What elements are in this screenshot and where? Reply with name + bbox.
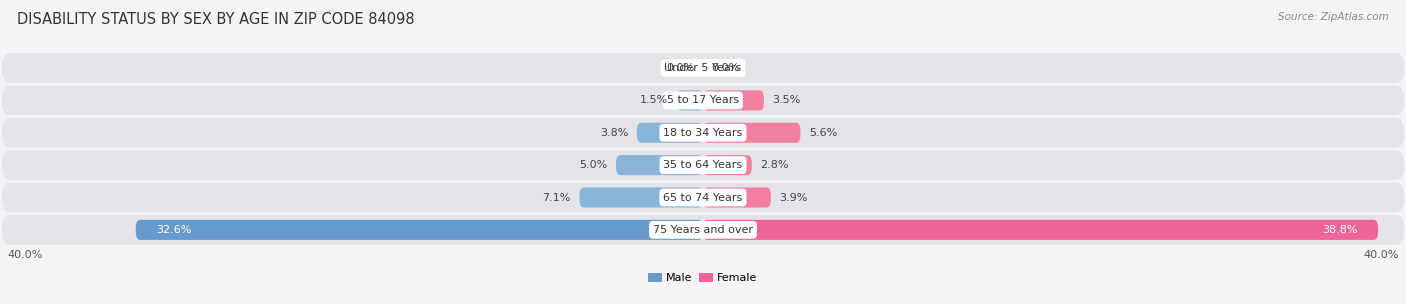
Text: 18 to 34 Years: 18 to 34 Years <box>664 128 742 138</box>
Text: Under 5 Years: Under 5 Years <box>665 63 741 73</box>
FancyBboxPatch shape <box>1 118 1405 148</box>
Text: 0.0%: 0.0% <box>711 63 740 73</box>
FancyBboxPatch shape <box>703 90 763 110</box>
Text: DISABILITY STATUS BY SEX BY AGE IN ZIP CODE 84098: DISABILITY STATUS BY SEX BY AGE IN ZIP C… <box>17 12 415 27</box>
Text: 5.0%: 5.0% <box>579 160 607 170</box>
FancyBboxPatch shape <box>1 215 1405 245</box>
Text: 0.0%: 0.0% <box>666 63 695 73</box>
FancyBboxPatch shape <box>676 90 703 110</box>
Text: 35 to 64 Years: 35 to 64 Years <box>664 160 742 170</box>
FancyBboxPatch shape <box>1 53 1405 83</box>
FancyBboxPatch shape <box>1 150 1405 180</box>
Text: 38.8%: 38.8% <box>1322 225 1357 235</box>
Text: 2.8%: 2.8% <box>761 160 789 170</box>
Text: 1.5%: 1.5% <box>640 95 668 105</box>
FancyBboxPatch shape <box>703 188 770 208</box>
Text: 75 Years and over: 75 Years and over <box>652 225 754 235</box>
FancyBboxPatch shape <box>616 155 703 175</box>
Text: 40.0%: 40.0% <box>7 250 42 260</box>
FancyBboxPatch shape <box>579 188 703 208</box>
FancyBboxPatch shape <box>703 123 800 143</box>
Text: 32.6%: 32.6% <box>156 225 193 235</box>
Text: 65 to 74 Years: 65 to 74 Years <box>664 192 742 202</box>
Legend: Male, Female: Male, Female <box>644 268 762 288</box>
Text: 3.9%: 3.9% <box>779 192 808 202</box>
Text: 5.6%: 5.6% <box>808 128 838 138</box>
Text: 3.5%: 3.5% <box>773 95 801 105</box>
FancyBboxPatch shape <box>1 85 1405 115</box>
FancyBboxPatch shape <box>637 123 703 143</box>
Text: 3.8%: 3.8% <box>600 128 628 138</box>
Text: 40.0%: 40.0% <box>1364 250 1399 260</box>
Text: 7.1%: 7.1% <box>543 192 571 202</box>
FancyBboxPatch shape <box>703 220 1378 240</box>
FancyBboxPatch shape <box>136 220 703 240</box>
FancyBboxPatch shape <box>703 155 752 175</box>
FancyBboxPatch shape <box>1 183 1405 212</box>
Text: Source: ZipAtlas.com: Source: ZipAtlas.com <box>1278 12 1389 22</box>
Text: 5 to 17 Years: 5 to 17 Years <box>666 95 740 105</box>
